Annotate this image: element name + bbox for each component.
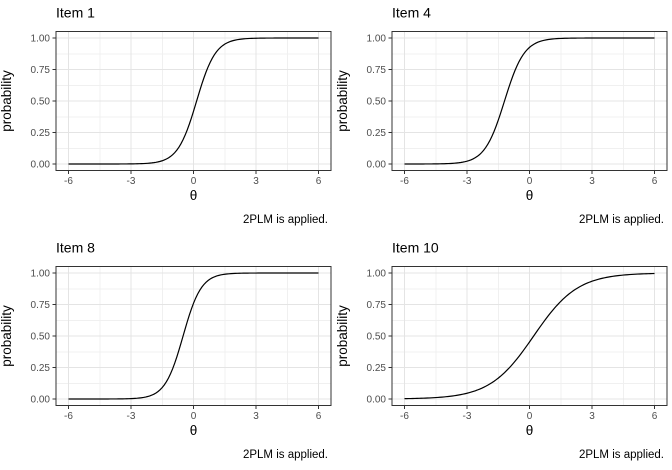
icc-panel-item-8: -6 -3 0 3 6 0.00 0.25 0.50 0.75 1.00 Item 8 proba… — [0, 240, 332, 461]
axis-layer: -6 -3 0 3 6 0.00 0.25 0.50 0.75 1.00 — [367, 268, 658, 422]
y-tick-label: 0.00 — [31, 394, 51, 405]
icc-panel-item-10: -6 -3 0 3 6 0.00 0.25 0.50 0.75 1.00 Item 10 prob… — [336, 240, 668, 461]
y-tick-label: 0.00 — [31, 159, 51, 170]
x-tick-label: 6 — [316, 411, 322, 422]
plot-area — [391, 31, 668, 171]
icc-curve — [68, 272, 319, 400]
caption: 2PLM is applied. — [243, 449, 328, 461]
panel-title: Item 1 — [56, 5, 95, 21]
y-axis-title: probability — [0, 305, 14, 367]
y-tick-label: 1.00 — [367, 33, 387, 44]
x-tick-label: 0 — [527, 176, 533, 187]
caption: 2PLM is applied. — [579, 449, 664, 461]
y-tick-label: 0.50 — [367, 96, 387, 107]
x-tick-label: 3 — [253, 411, 259, 422]
y-tick-label: 0.75 — [367, 300, 387, 311]
axis-layer: -6 -3 0 3 6 0.00 0.25 0.50 0.75 1.00 — [367, 33, 658, 187]
x-axis-title: θ — [190, 423, 198, 438]
y-tick-label: 0.50 — [31, 96, 51, 107]
panel-title: Item 10 — [392, 240, 439, 256]
caption: 2PLM is applied. — [579, 214, 664, 226]
x-tick-label: -6 — [400, 176, 409, 187]
axis-layer: -6 -3 0 3 6 0.00 0.25 0.50 0.75 1.00 — [31, 268, 322, 422]
y-axis-title: probability — [336, 305, 350, 367]
plot-area — [391, 266, 668, 406]
x-tick-label: 6 — [316, 176, 322, 187]
y-tick-label: 0.75 — [31, 65, 51, 76]
y-axis-title: probability — [336, 70, 350, 132]
x-axis-title: θ — [190, 188, 198, 203]
y-tick-label: 0.25 — [367, 128, 387, 139]
x-tick-label: 0 — [191, 411, 197, 422]
x-tick-label: 6 — [652, 411, 658, 422]
x-tick-label: -3 — [463, 411, 472, 422]
panel-title: Item 4 — [392, 5, 431, 21]
plot-area — [55, 266, 332, 406]
y-tick-label: 0.50 — [367, 331, 387, 342]
x-tick-label: -3 — [127, 176, 136, 187]
axis-layer: -6 -3 0 3 6 0.00 0.25 0.50 0.75 1.00 — [31, 33, 322, 187]
x-tick-label: -6 — [64, 411, 73, 422]
panel-title: Item 8 — [56, 240, 95, 256]
x-tick-label: 6 — [652, 176, 658, 187]
y-tick-label: 0.50 — [31, 331, 51, 342]
y-tick-label: 0.75 — [367, 65, 387, 76]
x-tick-label: -3 — [463, 176, 472, 187]
icc-curve — [404, 272, 655, 400]
x-tick-label: -3 — [127, 411, 136, 422]
y-tick-label: 1.00 — [31, 268, 51, 279]
y-tick-label: 0.25 — [31, 363, 51, 374]
x-tick-label: 3 — [589, 411, 595, 422]
y-tick-label: 0.00 — [367, 159, 387, 170]
plot-area — [55, 31, 332, 171]
x-tick-label: 0 — [527, 411, 533, 422]
icc-curve — [404, 37, 655, 165]
caption: 2PLM is applied. — [243, 214, 328, 226]
icc-curve — [68, 37, 319, 165]
y-axis-title: probability — [0, 70, 14, 132]
x-axis-title: θ — [526, 188, 534, 203]
icc-panel-item-1: -6 -3 0 3 6 0.00 0.25 0.50 0.75 1.00 Item 1 proba… — [0, 5, 332, 226]
x-tick-label: 3 — [589, 176, 595, 187]
y-tick-label: 0.25 — [367, 363, 387, 374]
y-tick-label: 1.00 — [31, 33, 51, 44]
y-tick-label: 1.00 — [367, 268, 387, 279]
y-tick-label: 0.00 — [367, 394, 387, 405]
y-tick-label: 0.75 — [31, 300, 51, 311]
x-axis-title: θ — [526, 423, 534, 438]
x-tick-label: 3 — [253, 176, 259, 187]
y-tick-label: 0.25 — [31, 128, 51, 139]
icc-panel-item-4: -6 -3 0 3 6 0.00 0.25 0.50 0.75 1.00 Item 4 proba… — [336, 5, 668, 226]
x-tick-label: 0 — [191, 176, 197, 187]
x-tick-label: -6 — [64, 176, 73, 187]
x-tick-label: -6 — [400, 411, 409, 422]
